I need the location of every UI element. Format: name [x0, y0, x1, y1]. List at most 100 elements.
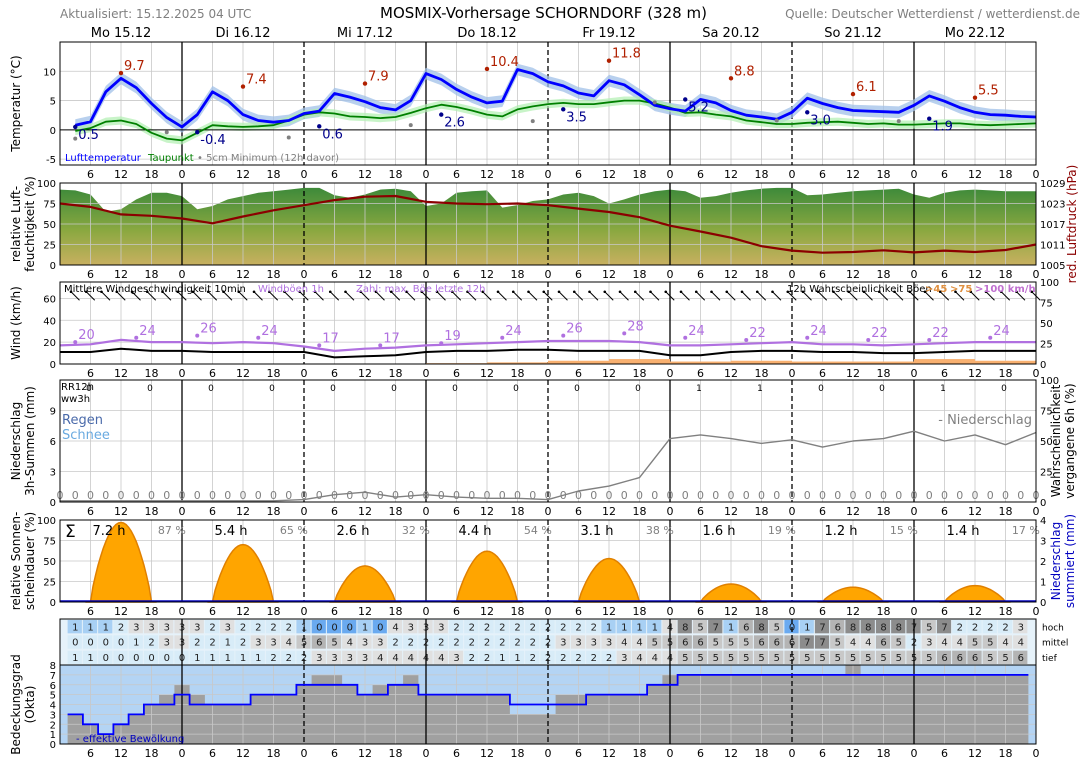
daily-sunshine-hours: 5.4 h [214, 524, 247, 539]
hour-tick-label: 18 [877, 605, 891, 618]
cloud-cell [692, 650, 708, 664]
arrow-head [542, 290, 546, 294]
hour-tick-label: 6 [453, 367, 460, 380]
precipitation-3h-value: 0 [941, 489, 948, 502]
mean-wind-line [60, 347, 1036, 359]
cloud-cell-value: 1 [636, 622, 642, 633]
hour-tick-label: 12 [480, 605, 494, 618]
cloud-cell-value: 5 [743, 653, 749, 664]
rr12h-value: 0 [452, 384, 458, 394]
cloud-cell-value: 5 [850, 653, 856, 664]
arrow-shaft [741, 291, 751, 301]
hour-tick-label: 18 [633, 168, 647, 181]
max-temperature-point [728, 76, 734, 81]
day-label: Mo 22.12 [945, 26, 1006, 41]
wind-direction-arrow [801, 290, 812, 301]
sunshine-area [85, 521, 157, 603]
hour-tick-label: 18 [755, 168, 769, 181]
cloud-cell-value: 2 [560, 622, 566, 633]
cloud-cell-value: 2 [560, 653, 566, 664]
cloud-cell-value: 4 [438, 653, 444, 664]
cloud-cell [738, 650, 753, 664]
max-temperature-point [606, 58, 612, 63]
cloud-cell-value: 4 [377, 653, 383, 664]
cloud-cell [509, 635, 525, 649]
cloud-cell-value: 8 [758, 622, 764, 633]
arrow-shaft [131, 291, 141, 301]
cloud-cell-value: 5 [713, 638, 719, 649]
wind-direction-arrow [999, 290, 1011, 301]
precipitation-3h-value: 0 [102, 489, 109, 502]
hour-tick-label: 6 [819, 367, 826, 380]
max-gust-label: 17 [383, 331, 400, 346]
cloud-cell [464, 620, 479, 634]
max-gust-label: 24 [810, 324, 827, 339]
precipitation-3h-value: 0 [712, 489, 719, 502]
precipitation-3h-value: 0 [987, 489, 994, 502]
cloud-cell-value: 7 [713, 622, 719, 633]
hour-tick-label: 12 [724, 268, 738, 281]
cloud-cell-value: 3 [408, 622, 414, 633]
cloud-cell-value: 4 [941, 638, 947, 649]
cloud-cell-value: 1 [621, 622, 627, 633]
cloud-cell-value: 5 [819, 653, 825, 664]
wind-direction-arrow [145, 290, 157, 301]
cloud-cell-value: 1 [514, 653, 520, 664]
arrow-head [191, 290, 195, 294]
cloud-cell-value: 6 [1018, 653, 1024, 664]
cloud-cell [1013, 650, 1028, 664]
arrow-shaft [467, 291, 477, 301]
arrow-shaft [909, 291, 919, 301]
max-gust-label: 22 [871, 326, 888, 341]
hour-tick-label: 12 [236, 505, 250, 518]
cloud-cell [875, 650, 891, 664]
max-gust-point [805, 335, 810, 340]
hour-tick-label: 0 [423, 367, 430, 380]
cloud-cell [525, 635, 540, 649]
cloud-cell-value: 3 [255, 638, 261, 649]
hour-tick-label: 6 [819, 168, 826, 181]
y-tick-label: 5 [50, 97, 56, 108]
cloud-cell-value: 4 [865, 638, 871, 649]
cloud-cell [189, 620, 204, 634]
cloud-cell [997, 635, 1013, 649]
y2-tick-label: 1017 [1040, 220, 1065, 231]
cloud-cell-value: 8 [865, 622, 871, 633]
y-tick-label: 100 [37, 179, 56, 190]
cloud-cell [113, 635, 128, 649]
daily-sunshine-hours: 1.4 h [946, 524, 979, 539]
rr12h-value: 1 [696, 384, 702, 394]
precipitation-3h-value: 0 [636, 489, 643, 502]
max-gust-point [256, 335, 261, 340]
y-tick-label: 9 [50, 407, 56, 418]
precipitation-3h-value: 0 [331, 489, 338, 502]
cloud-cell-value: 2 [286, 622, 292, 633]
sunshine-axis-label: scheindauer (%) [23, 512, 37, 610]
precipitation-3h-value: 0 [72, 489, 79, 502]
hour-tick-label: 18 [633, 268, 647, 281]
wind-direction-arrow [69, 290, 80, 301]
arrow-shaft [543, 291, 553, 301]
hour-tick-label: 18 [511, 367, 525, 380]
cloud-cell-value: 2 [270, 622, 276, 633]
arrow-head [801, 290, 805, 294]
hour-tick-label: 12 [358, 168, 372, 181]
wind-direction-arrow [1015, 290, 1026, 301]
cloud-cell-value: 5 [1002, 653, 1008, 664]
hour-tick-label: 12 [602, 505, 616, 518]
cloud-cell-value: 8 [850, 622, 856, 633]
day-label: Sa 20.12 [702, 26, 760, 41]
arrow-shaft [589, 291, 599, 301]
cloud-cell [967, 650, 982, 664]
cloud-cell [616, 620, 631, 634]
cloud-cell [830, 650, 845, 664]
cloud-cell [326, 650, 342, 664]
arrow-head [511, 290, 515, 294]
cloud-cover-axis-label: Bedeckungsgrad [9, 654, 23, 754]
arrow-head [710, 290, 713, 294]
hour-tick-label: 18 [633, 747, 647, 760]
cloud-cell [982, 635, 997, 649]
hour-tick-label: 12 [114, 605, 128, 618]
rr12h-value: 0 [391, 384, 397, 394]
arrow-shaft [772, 291, 782, 301]
